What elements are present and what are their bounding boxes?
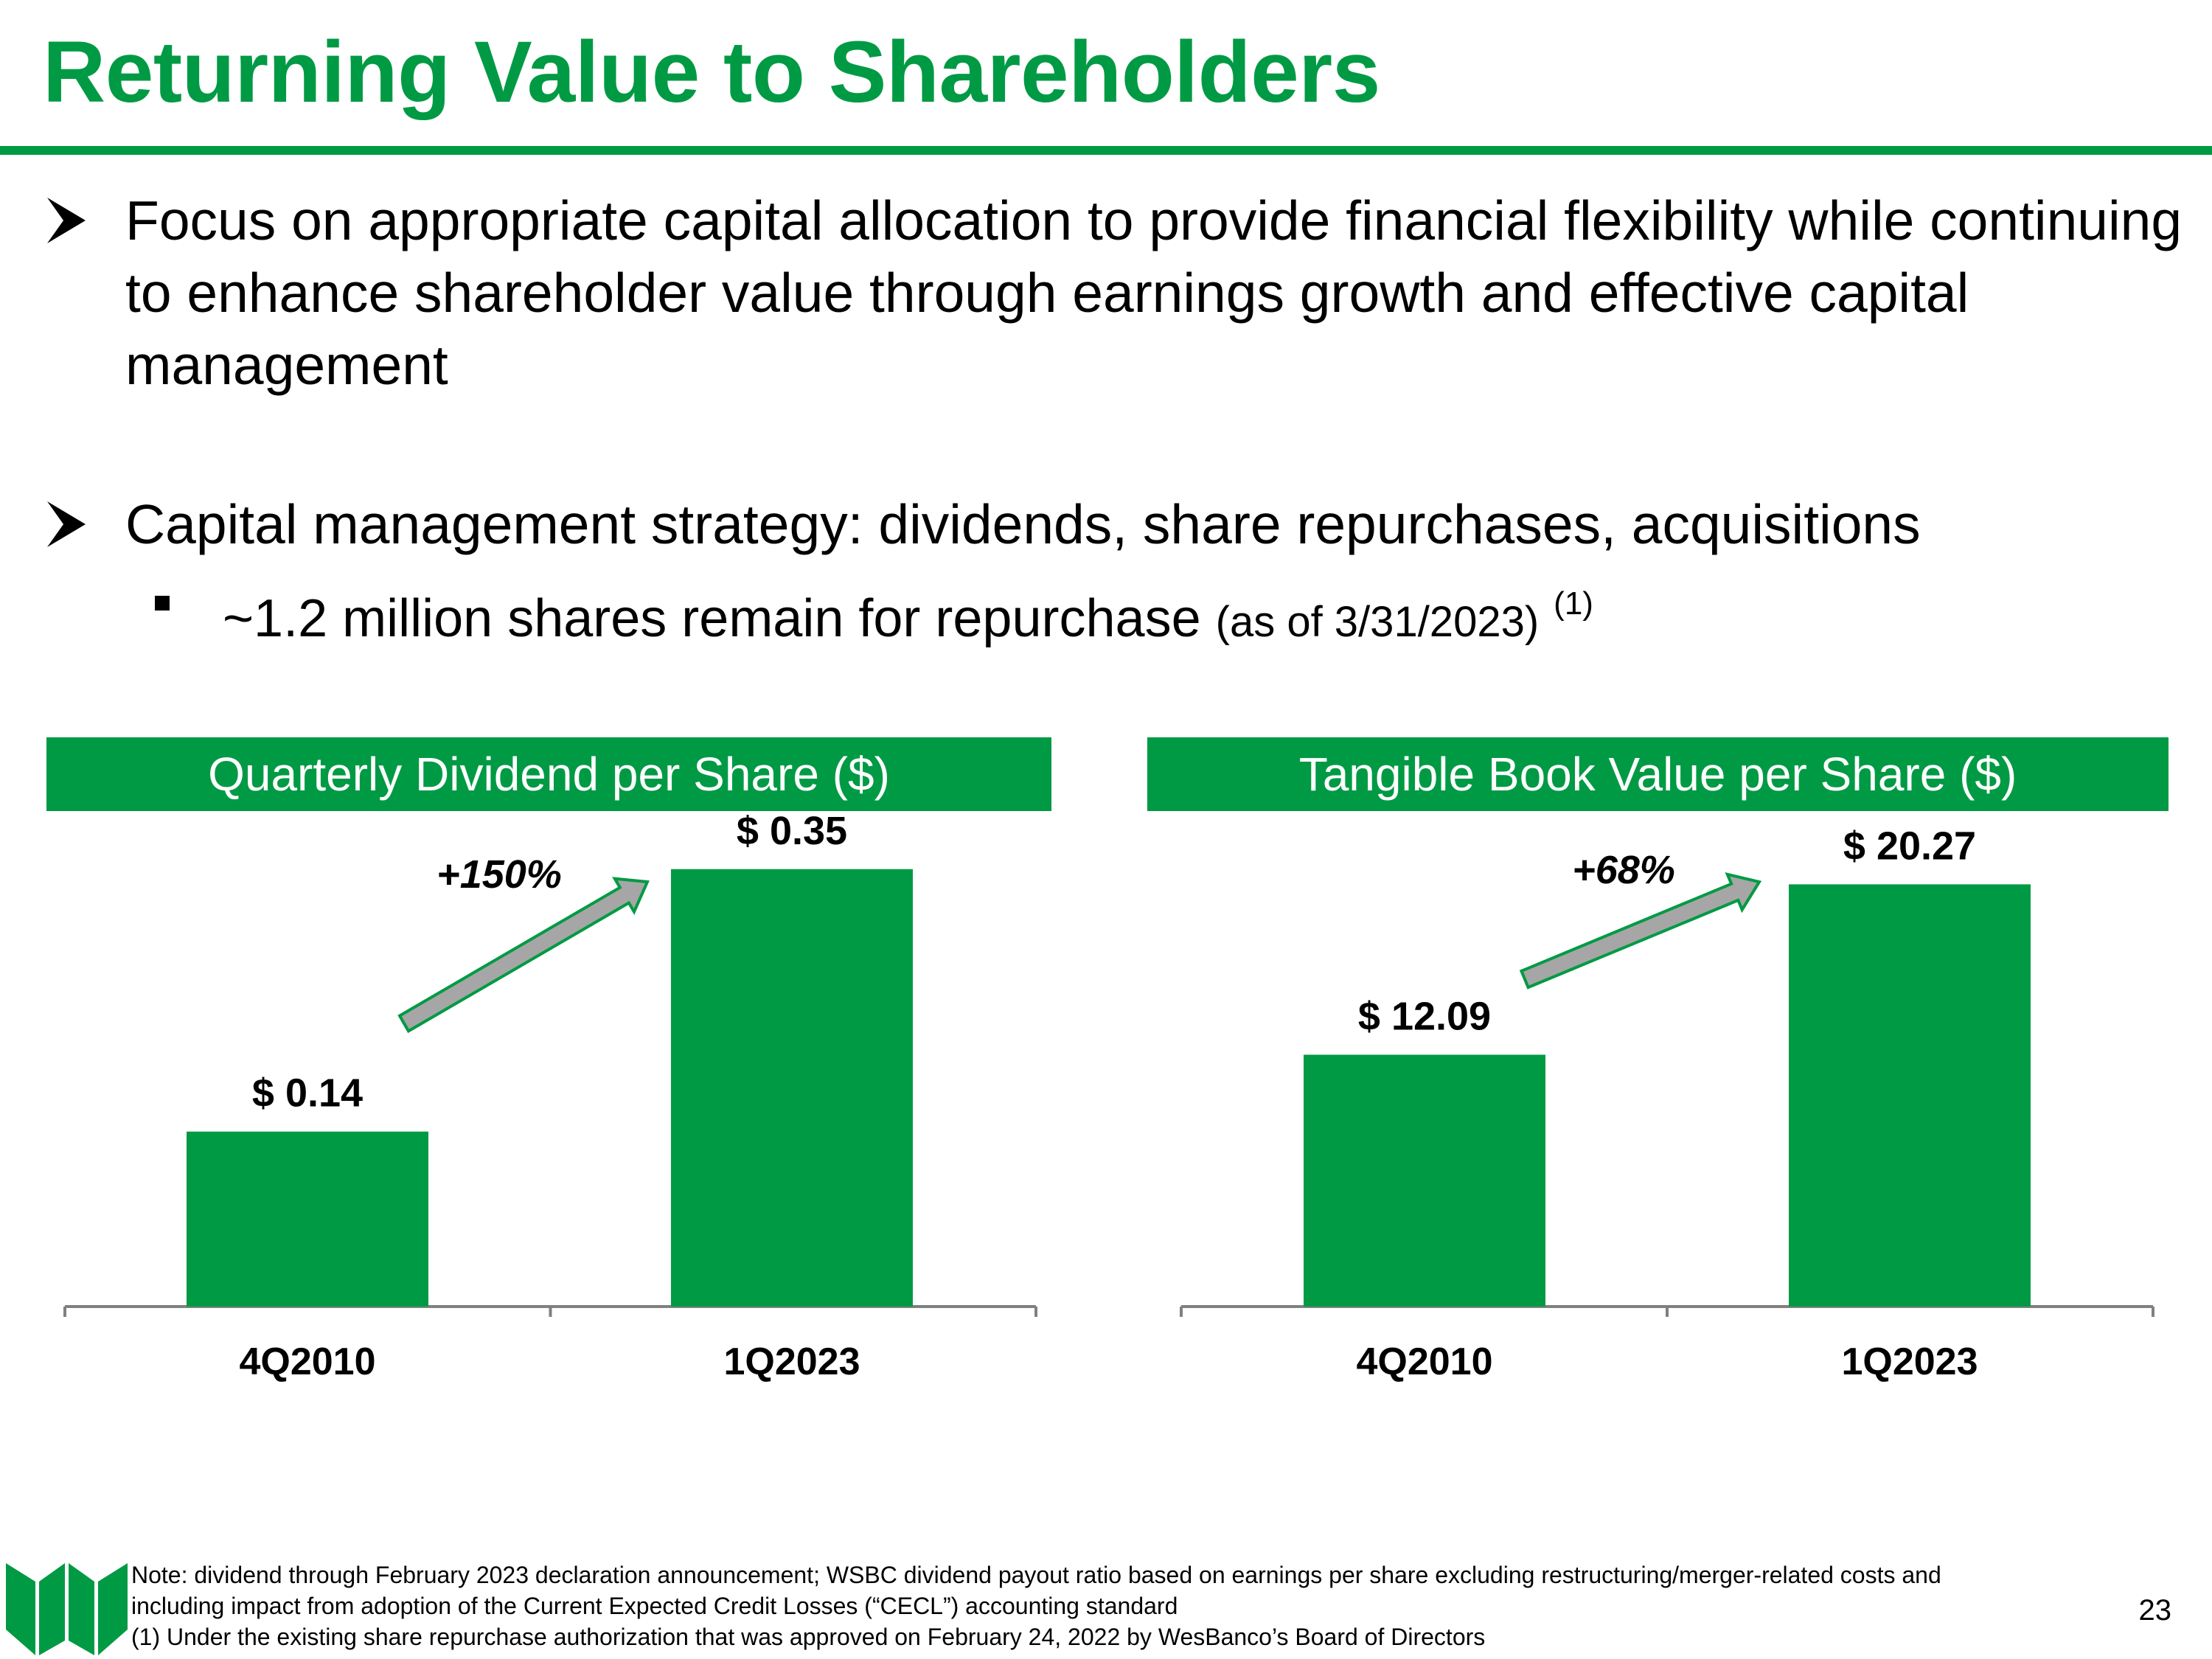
tbv-category-label: 4Q2010	[1356, 1340, 1492, 1383]
footnote-line: Note: dividend through February 2023 dec…	[131, 1562, 1941, 1588]
footnotes: Note: dividend through February 2023 dec…	[131, 1559, 2122, 1652]
arrow-bullet-icon	[47, 198, 86, 243]
dividend-growth-label: +150%	[437, 852, 562, 897]
tbv-category-label: 1Q2023	[1841, 1340, 1978, 1383]
tbv-bar-4Q2010	[1304, 1054, 1545, 1307]
dividend-chart-title: Quarterly Dividend per Share ($)	[46, 737, 1051, 811]
sub-bullet-text: ~1.2 million shares remain for repurchas…	[223, 589, 1201, 648]
square-bullet-icon	[155, 596, 170, 611]
tbv-chart-title: Tangible Book Value per Share ($)	[1147, 737, 2168, 811]
bullet-2-text: Capital management strategy: dividends, …	[125, 493, 1921, 555]
tbv-data-label: $ 20.27	[1843, 824, 1976, 868]
company-logo	[6, 1563, 128, 1655]
page-number: 23	[2138, 1594, 2172, 1627]
footnote-ref: (1)	[1554, 585, 1593, 622]
tbv-bar-1Q2023	[1789, 884, 2031, 1307]
bullet-1-text: Focus on appropriate capital allocation …	[125, 189, 2183, 396]
slide-title: Returning Value to Shareholders	[43, 24, 1380, 121]
tbv-growth-label: +68%	[1572, 848, 1675, 892]
sub-bullet-date: (as of 3/31/2023)	[1215, 598, 1540, 646]
arrow-bullet-icon	[47, 501, 86, 547]
dividend-category-label: 1Q2023	[723, 1340, 860, 1383]
tbv-data-label: $ 12.09	[1358, 994, 1491, 1038]
dividend-data-label: $ 0.14	[252, 1071, 363, 1116]
dividend-growth-arrow-icon	[397, 877, 650, 1034]
dividend-data-label: $ 0.35	[737, 809, 847, 853]
tbv-growth-arrow-icon	[1519, 872, 1762, 990]
dividend-bar-1Q2023	[671, 869, 913, 1307]
dividend-category-label: 4Q2010	[239, 1340, 375, 1383]
footnote-line: including impact from adoption of the Cu…	[131, 1593, 1178, 1619]
title-divider	[0, 146, 2212, 155]
dividend-bar-4Q2010	[187, 1131, 428, 1307]
footnote-line: (1) Under the existing share repurchase …	[131, 1624, 1486, 1650]
